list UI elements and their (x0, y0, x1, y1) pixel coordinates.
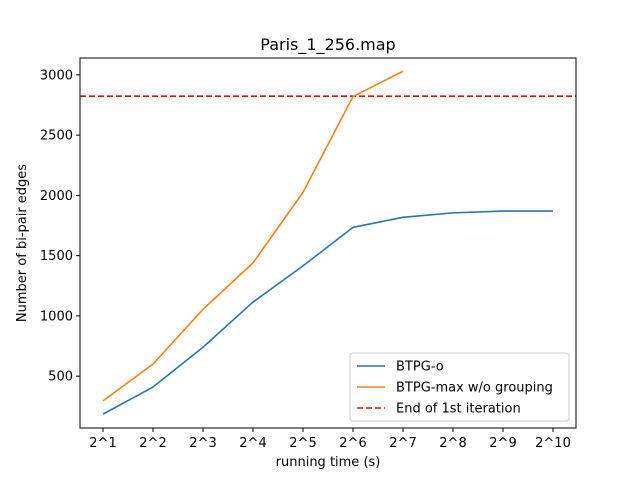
legend: BTPG-o BTPG-max w/o grouping End of 1st it… (349, 352, 570, 422)
x-tick-label: 2^4 (239, 436, 266, 451)
legend-box (349, 352, 570, 422)
x-tick-label: 2^9 (489, 436, 516, 451)
legend-label: BTPG-o (396, 360, 444, 375)
y-tick-label: 3000 (40, 68, 73, 83)
legend-label: BTPG-max w/o grouping (396, 381, 553, 396)
x-axis-ticks: 2^1 2^2 2^3 2^4 2^5 2^6 2^7 2^8 2^9 2^10 (89, 428, 571, 451)
x-tick-label: 2^10 (535, 436, 571, 451)
y-tick-label: 2000 (40, 189, 73, 204)
x-tick-label: 2^3 (189, 436, 216, 451)
x-tick-label: 2^6 (339, 436, 366, 451)
series-line-btpg-o (102, 210, 553, 415)
y-axis-label: Number of bi-pair edges (15, 164, 30, 322)
x-tick-label: 2^1 (89, 436, 116, 451)
x-tick-label: 2^5 (289, 436, 316, 451)
plot-frame (79, 57, 577, 429)
y-tick-label: 1000 (40, 309, 73, 324)
x-axis-label: running time (s) (276, 455, 381, 470)
x-tick-label: 2^8 (439, 436, 466, 451)
series-line-btpg-max-wo-grouping (102, 70, 404, 402)
y-tick-label: 2500 (40, 129, 73, 144)
y-axis-ticks: 500 1000 1500 2000 2500 3000 (40, 68, 80, 385)
x-tick-label: 2^2 (139, 436, 166, 451)
legend-label: End of 1st iteration (396, 402, 521, 417)
y-tick-label: 1500 (40, 249, 73, 264)
chart-title: Paris_1_256.map (260, 35, 395, 55)
series-lines (102, 70, 553, 415)
y-tick-label: 500 (48, 370, 73, 385)
x-tick-label: 2^7 (389, 436, 416, 451)
